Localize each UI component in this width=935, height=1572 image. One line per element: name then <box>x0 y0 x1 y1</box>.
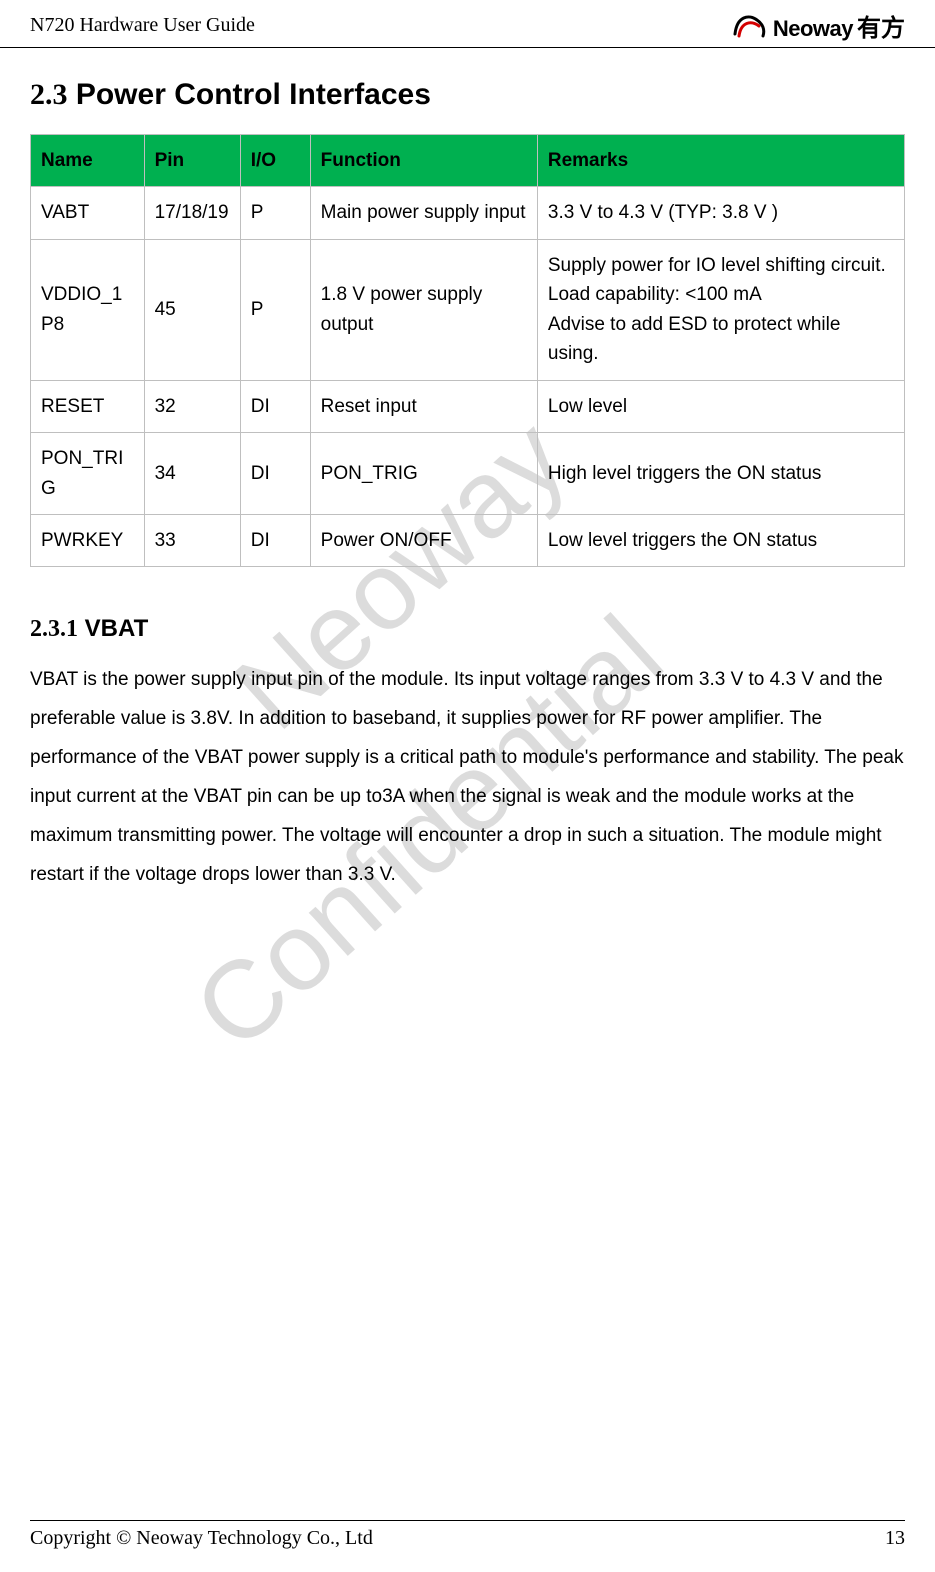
table-cell: Supply power for IO level shifting circu… <box>537 239 904 380</box>
doc-title: N720 Hardware User Guide <box>30 14 255 37</box>
table-row: VDDIO_1P845P1.8 V power supply outputSup… <box>31 239 905 380</box>
table-row: VABT17/18/19PMain power supply input3.3 … <box>31 187 905 239</box>
logo: Neoway 有方 <box>733 8 905 43</box>
table-cell: Low level <box>537 380 904 432</box>
table-cell: P <box>240 239 310 380</box>
table-header-cell: Pin <box>144 135 240 187</box>
table-cell: 32 <box>144 380 240 432</box>
table-cell: PWRKEY <box>31 514 145 566</box>
table-cell: 17/18/19 <box>144 187 240 239</box>
footer-copyright: Copyright © Neoway Technology Co., Ltd <box>30 1527 373 1550</box>
table-cell: 33 <box>144 514 240 566</box>
table-cell: P <box>240 187 310 239</box>
table-cell: Power ON/OFF <box>310 514 537 566</box>
table-cell: DI <box>240 433 310 515</box>
table-cell: Low level triggers the ON status <box>537 514 904 566</box>
subsection-title: VBAT <box>85 615 149 642</box>
pin-table: NamePinI/OFunctionRemarks VABT17/18/19PM… <box>30 134 905 567</box>
logo-mark-icon <box>733 12 767 40</box>
table-cell: DI <box>240 380 310 432</box>
table-cell: PON_TRIG <box>31 433 145 515</box>
table-row: PWRKEY33DIPower ON/OFFLow level triggers… <box>31 514 905 566</box>
table-header-cell: I/O <box>240 135 310 187</box>
table-cell: Reset input <box>310 380 537 432</box>
table-header-cell: Function <box>310 135 537 187</box>
table-cell: 3.3 V to 4.3 V (TYP: 3.8 V ) <box>537 187 904 239</box>
subsection-heading: 2.3.1 VBAT <box>30 615 905 643</box>
table-cell: 45 <box>144 239 240 380</box>
table-cell: DI <box>240 514 310 566</box>
table-cell: High level triggers the ON status <box>537 433 904 515</box>
table-row: RESET32DIReset inputLow level <box>31 380 905 432</box>
subsection-body: VBAT is the power supply input pin of th… <box>30 661 905 895</box>
page-footer: Copyright © Neoway Technology Co., Ltd 1… <box>30 1520 905 1550</box>
table-cell: RESET <box>31 380 145 432</box>
section-heading: 2.3 Power Control Interfaces <box>30 78 905 112</box>
section-number: 2.3 <box>30 78 68 111</box>
table-row: PON_TRIG34DIPON_TRIGHigh level triggers … <box>31 433 905 515</box>
table-header-cell: Name <box>31 135 145 187</box>
subsection-number: 2.3.1 <box>30 616 78 642</box>
table-header-cell: Remarks <box>537 135 904 187</box>
table-cell: Main power supply input <box>310 187 537 239</box>
table-cell: 1.8 V power supply output <box>310 239 537 380</box>
table-cell: VDDIO_1P8 <box>31 239 145 380</box>
table-cell: 34 <box>144 433 240 515</box>
table-header-row: NamePinI/OFunctionRemarks <box>31 135 905 187</box>
section-title: Power Control Interfaces <box>76 78 431 111</box>
logo-text-cn: 有方 <box>857 8 905 43</box>
footer-page-number: 13 <box>885 1527 905 1550</box>
logo-text-en: Neoway <box>773 16 853 42</box>
page-header: N720 Hardware User Guide Neoway 有方 <box>0 0 935 48</box>
table-cell: PON_TRIG <box>310 433 537 515</box>
table-cell: VABT <box>31 187 145 239</box>
